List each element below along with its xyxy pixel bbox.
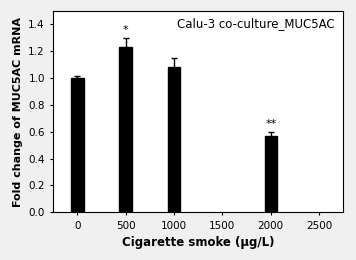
- Bar: [168, 67, 180, 212]
- Bar: [265, 136, 277, 212]
- Bar: [71, 78, 84, 212]
- X-axis label: Cigarette smoke (μg/L): Cigarette smoke (μg/L): [122, 236, 274, 249]
- Bar: [119, 47, 132, 212]
- Text: *: *: [123, 25, 129, 35]
- Y-axis label: Fold change of MUC5AC mRNA: Fold change of MUC5AC mRNA: [13, 17, 23, 206]
- Text: **: **: [265, 119, 276, 129]
- Text: Calu-3 co-culture_MUC5AC: Calu-3 co-culture_MUC5AC: [177, 17, 335, 30]
